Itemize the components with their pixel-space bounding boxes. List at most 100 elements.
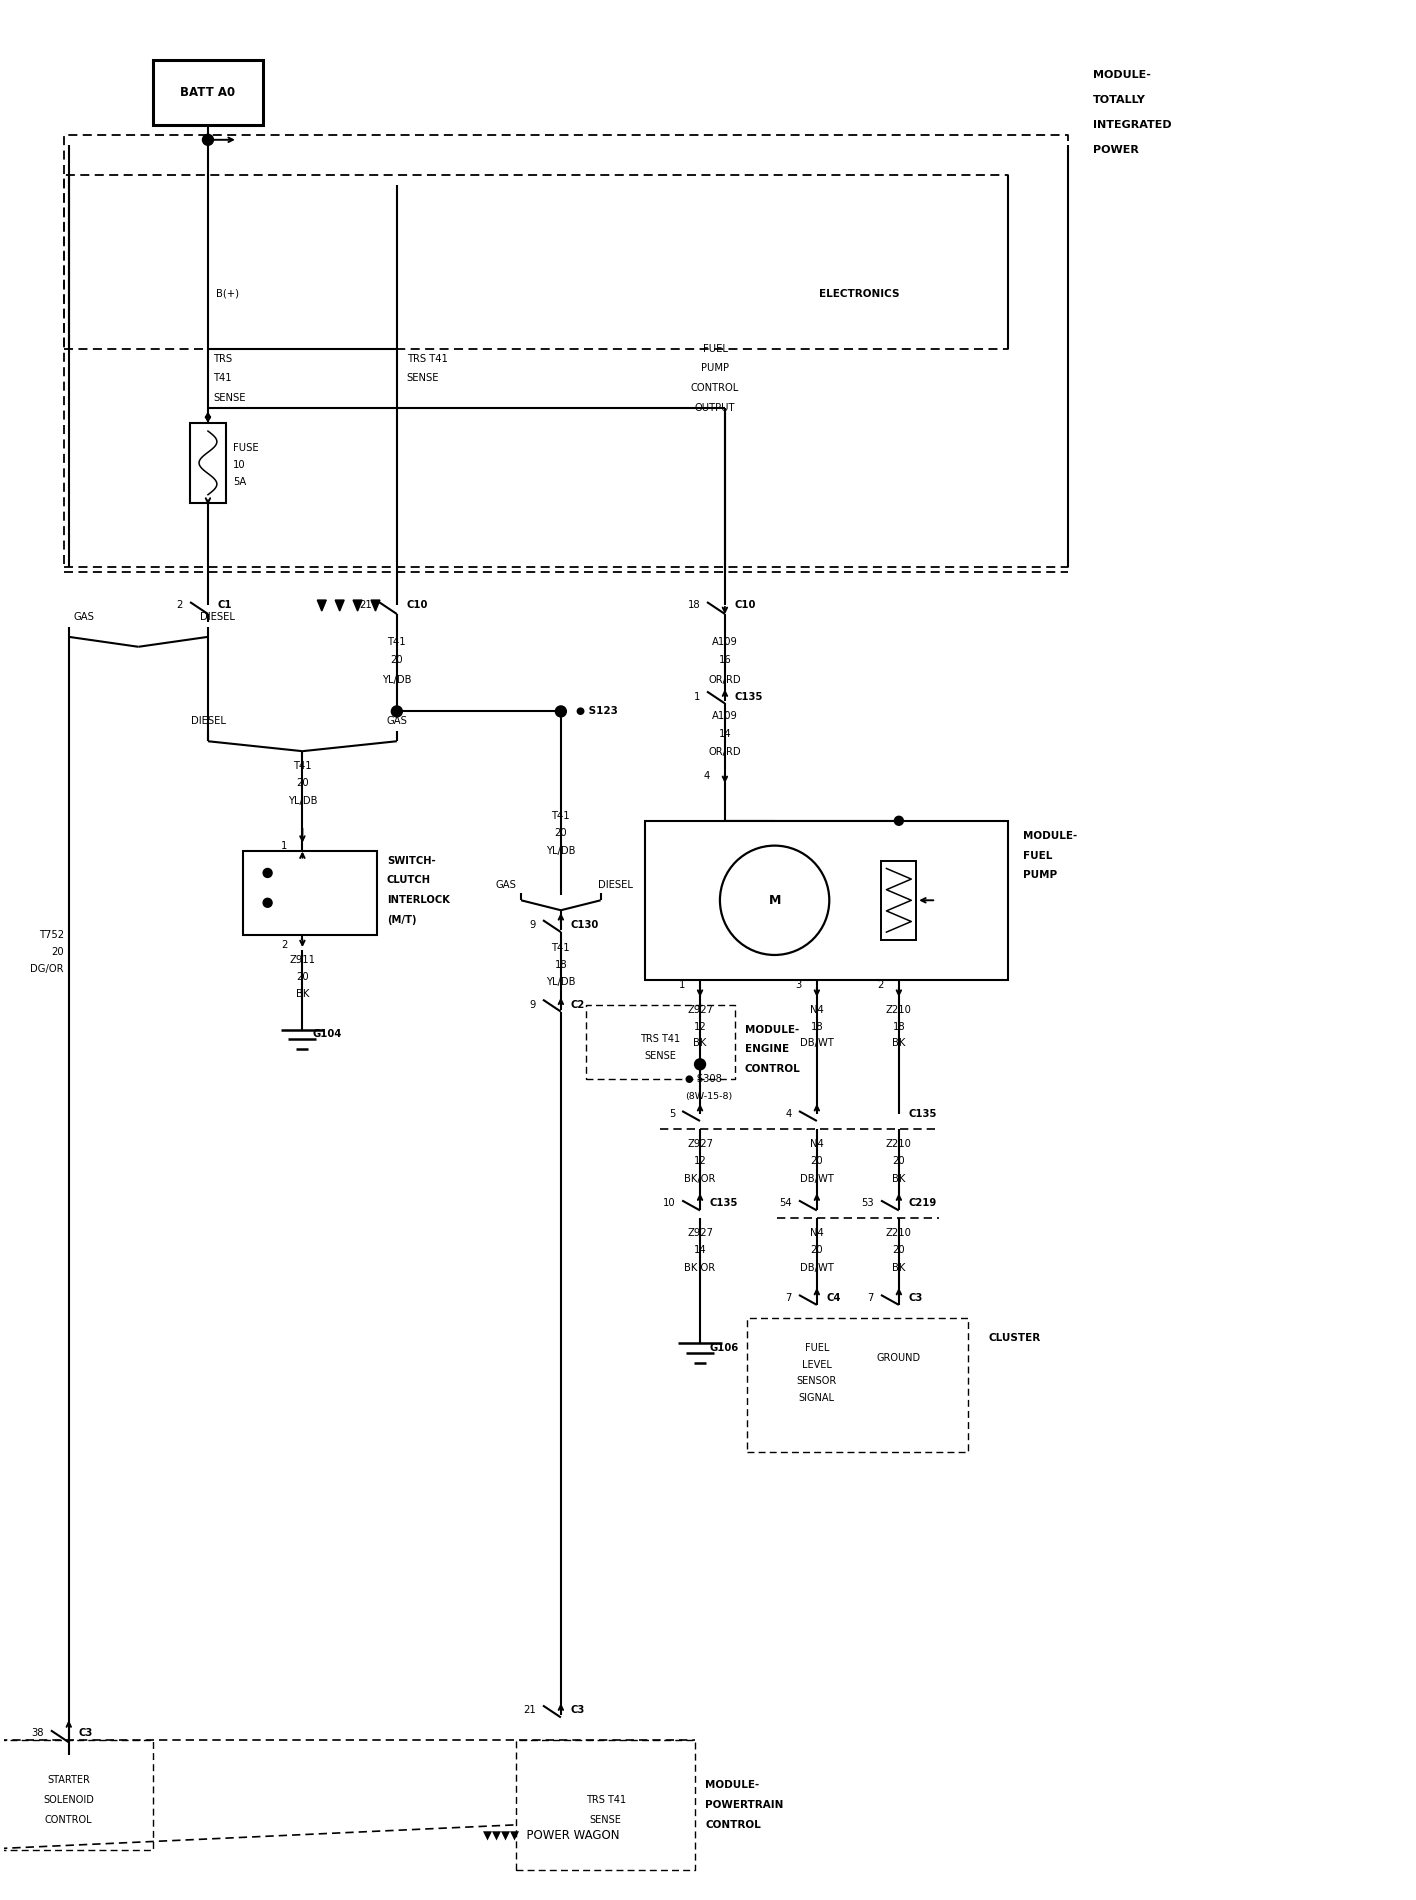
Text: TRS T41: TRS T41 [586,1796,626,1805]
Text: 1: 1 [282,840,287,851]
Text: PUMP: PUMP [1024,870,1058,880]
Text: 20: 20 [810,1244,823,1256]
Text: CONTROL: CONTROL [45,1814,92,1824]
Text: G104: G104 [313,1030,341,1039]
Circle shape [263,868,272,878]
Text: BATT A0: BATT A0 [180,86,235,99]
Text: 12: 12 [694,1155,707,1167]
Circle shape [695,1058,705,1070]
Text: T752: T752 [38,931,64,940]
Circle shape [202,135,214,144]
Text: DB/WT: DB/WT [800,1264,834,1273]
Circle shape [263,899,272,908]
Text: 3: 3 [796,980,801,990]
Text: Z927: Z927 [687,1005,714,1015]
Text: 10: 10 [232,460,245,469]
Text: 7: 7 [786,1292,792,1303]
Text: 14: 14 [718,730,731,739]
Text: 38: 38 [31,1729,44,1738]
Text: (M/T): (M/T) [387,916,416,925]
Text: ENGINE: ENGINE [745,1045,789,1054]
Text: YL/DB: YL/DB [547,846,576,855]
Text: SENSE: SENSE [212,393,245,403]
Text: Z210: Z210 [886,1005,912,1015]
Text: BK: BK [892,1174,906,1184]
Text: MODULE-: MODULE- [745,1024,799,1034]
Text: TRS T41: TRS T41 [640,1034,680,1045]
Text: 1: 1 [678,980,685,990]
Text: INTEGRATED: INTEGRATED [1093,120,1171,129]
Bar [242,851,377,935]
Text: C4: C4 [827,1292,841,1303]
Polygon shape [317,600,326,612]
Text: C3: C3 [571,1706,585,1716]
Text: TOTALLY: TOTALLY [1093,95,1146,104]
Text: ● S308: ● S308 [685,1074,722,1085]
Text: Z927: Z927 [687,1138,714,1150]
Text: 9: 9 [530,999,537,1009]
Text: 18: 18 [892,1022,905,1032]
Text: 18: 18 [687,600,700,610]
Text: C135: C135 [909,1110,937,1119]
Text: FUEL: FUEL [702,344,728,353]
Text: STARTER: STARTER [47,1775,91,1786]
Polygon shape [336,600,344,612]
Text: 53: 53 [861,1199,874,1208]
Text: Z210: Z210 [886,1227,912,1239]
Text: SIGNAL: SIGNAL [799,1393,835,1404]
Text: BK/OR: BK/OR [684,1174,715,1184]
Text: SENSOR: SENSOR [797,1376,837,1387]
Bar [882,861,916,940]
Text: 14: 14 [694,1244,707,1256]
Text: C135: C135 [709,1199,738,1208]
Circle shape [391,707,402,716]
Text: N4: N4 [810,1227,824,1239]
Text: T41: T41 [552,811,571,821]
Text: SWITCH-: SWITCH- [387,855,436,866]
Text: BK: BK [694,1039,707,1049]
Text: 2: 2 [282,940,287,950]
Text: C130: C130 [571,920,599,931]
Text: Z911: Z911 [289,956,316,965]
Text: 20: 20 [51,946,64,958]
Text: FUSE: FUSE [232,443,259,452]
Text: SOLENOID: SOLENOID [44,1796,95,1805]
Bar [153,61,262,125]
Text: POWER: POWER [1093,144,1138,154]
Text: T41: T41 [388,636,406,646]
Text: ● S123: ● S123 [576,707,617,716]
Text: C3: C3 [909,1292,923,1303]
Text: GAS: GAS [74,612,93,621]
Text: 12: 12 [694,1022,707,1032]
Text: GROUND: GROUND [877,1353,920,1362]
Text: 21: 21 [524,1706,537,1716]
Text: 7: 7 [868,1292,874,1303]
Text: C3: C3 [79,1729,93,1738]
Text: YL/DB: YL/DB [382,674,412,684]
Text: Z210: Z210 [886,1138,912,1150]
Text: T41: T41 [552,942,571,954]
Polygon shape [371,600,379,612]
Circle shape [555,707,566,716]
Text: MODULE-: MODULE- [1024,830,1078,840]
Bar [646,821,1008,980]
Text: 20: 20 [810,1155,823,1167]
Text: N4: N4 [810,1005,824,1015]
Text: PUMP: PUMP [701,363,729,374]
Text: 5: 5 [668,1110,675,1119]
Text: 20: 20 [555,828,568,838]
Text: 20: 20 [296,777,309,788]
Text: LEVEL: LEVEL [801,1360,831,1370]
Text: 54: 54 [779,1199,792,1208]
Text: 20: 20 [296,971,309,982]
Text: GAS: GAS [496,880,517,891]
Circle shape [895,817,903,825]
Text: C135: C135 [735,692,763,701]
Text: 21: 21 [360,600,372,610]
Text: A109: A109 [712,711,738,722]
Text: 20: 20 [892,1155,905,1167]
Text: C1: C1 [218,600,232,610]
Text: M: M [769,893,780,906]
Text: G106: G106 [709,1343,739,1353]
Text: C219: C219 [909,1199,937,1208]
